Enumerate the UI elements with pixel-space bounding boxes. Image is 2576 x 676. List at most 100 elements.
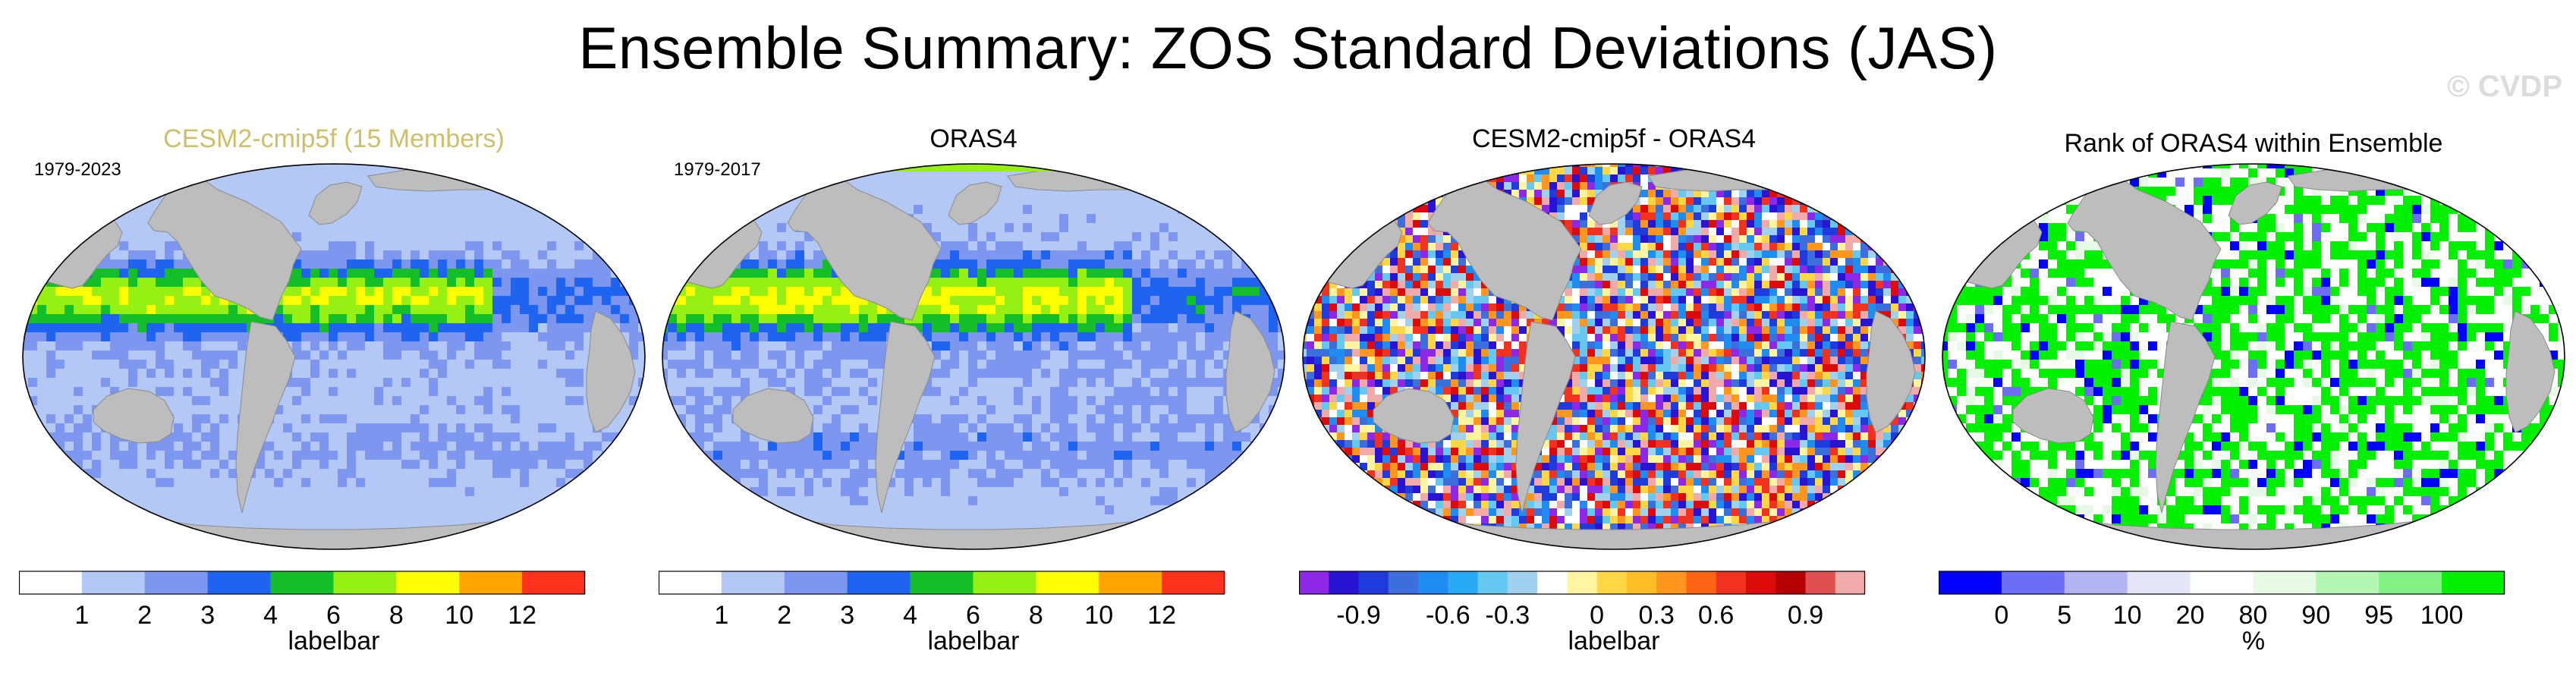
ocean-cell [37,305,47,315]
ocean-cell [1096,387,1106,397]
ocean-cell [574,314,584,324]
ocean-cell [64,305,74,315]
ocean-cell [832,332,841,342]
ocean-cell [529,259,539,269]
ocean-cell [529,296,539,306]
ocean-cell [237,187,247,197]
ocean-cell [620,432,630,442]
ocean-cell [410,423,420,433]
ocean-cell [64,432,74,442]
ocean-cell [593,269,602,278]
ocean-cell [1187,259,1197,269]
ocean-cell [1123,369,1133,379]
ocean-cell [556,460,566,470]
ocean-cell [556,214,566,224]
ocean-cell [256,551,265,554]
ocean-cell [392,351,402,360]
ocean-cell [183,387,193,397]
ocean-cell [968,232,978,242]
ocean-cell [1214,314,1224,324]
ocean-cell [210,460,220,470]
ocean-cell [165,378,175,388]
ocean-cell [28,287,38,297]
ocean-cell [1168,360,1178,369]
ocean-cell [741,205,750,215]
ocean-cell [832,296,841,306]
ocean-cell [338,168,348,178]
ocean-cell [986,396,996,406]
ocean-cell [219,323,229,333]
ocean-cell [1032,378,1042,388]
ocean-cell [329,505,338,515]
ocean-cell [456,487,466,497]
ocean-cell [383,341,393,351]
ocean-cell [1260,269,1269,278]
ocean-cell [932,214,942,224]
ocean-cell [750,269,760,278]
ocean-cell [638,396,645,406]
ocean-cell [92,451,102,461]
ocean-cell [520,205,530,215]
ocean-cell [877,164,887,169]
ocean-cell [156,533,165,542]
ocean-cell [977,351,987,360]
ocean-cell [529,305,539,315]
ocean-cell [55,360,65,369]
ocean-cell [55,369,65,379]
ocean-cell [1141,205,1151,215]
ocean-cell [201,305,211,315]
ocean-cell [46,505,56,515]
ocean-cell [1014,278,1024,288]
ocean-cell [447,469,457,479]
ocean-cell [23,360,29,369]
ocean-cell [374,423,384,433]
ocean-cell [1059,341,1069,351]
ocean-cell [511,469,521,479]
ocean-cell [92,360,102,369]
ocean-cell [265,196,275,206]
ocean-cell [662,250,668,260]
ocean-cell [731,396,741,406]
ocean-cell [1077,250,1087,260]
ocean-cell [1287,250,1288,259]
ocean-cell [1187,205,1197,215]
ocean-cell [1041,196,1051,206]
ocean-cell [1014,341,1024,351]
ocean-cell [547,323,557,333]
ocean-cell [932,378,942,388]
ocean-cell [338,360,348,369]
ocean-cell [565,423,575,433]
ocean-cell [101,451,111,461]
ocean-cell [119,168,129,178]
ocean-cell [447,232,457,242]
ocean-cell [137,269,147,278]
ocean-cell [986,351,996,360]
ocean-cell [1241,223,1251,233]
ocean-cell [977,287,987,297]
ocean-cell [37,341,47,351]
ocean-cell [668,314,678,324]
ocean-cell [210,496,220,506]
ocean-cell [1196,369,1206,379]
ocean-cell [319,387,329,397]
ocean-cell [110,196,120,206]
ocean-cell [55,296,65,306]
ocean-cell [110,296,120,306]
ocean-cell [662,341,668,351]
ocean-cell [128,378,138,388]
ocean-cell [768,241,778,251]
ocean-cell [37,214,47,224]
ocean-cell [356,396,366,406]
ocean-cell [574,196,584,206]
ocean-cell [574,414,584,424]
ocean-cell [859,323,869,333]
ocean-cell [502,442,511,451]
ocean-cell [1150,164,1160,169]
ocean-cell [950,278,960,288]
ocean-cell [1159,259,1169,269]
ocean-cell [356,378,366,388]
ocean-cell [201,514,211,524]
ocean-cell [850,314,860,324]
ocean-cell [593,551,602,554]
ocean-cell [438,323,448,333]
